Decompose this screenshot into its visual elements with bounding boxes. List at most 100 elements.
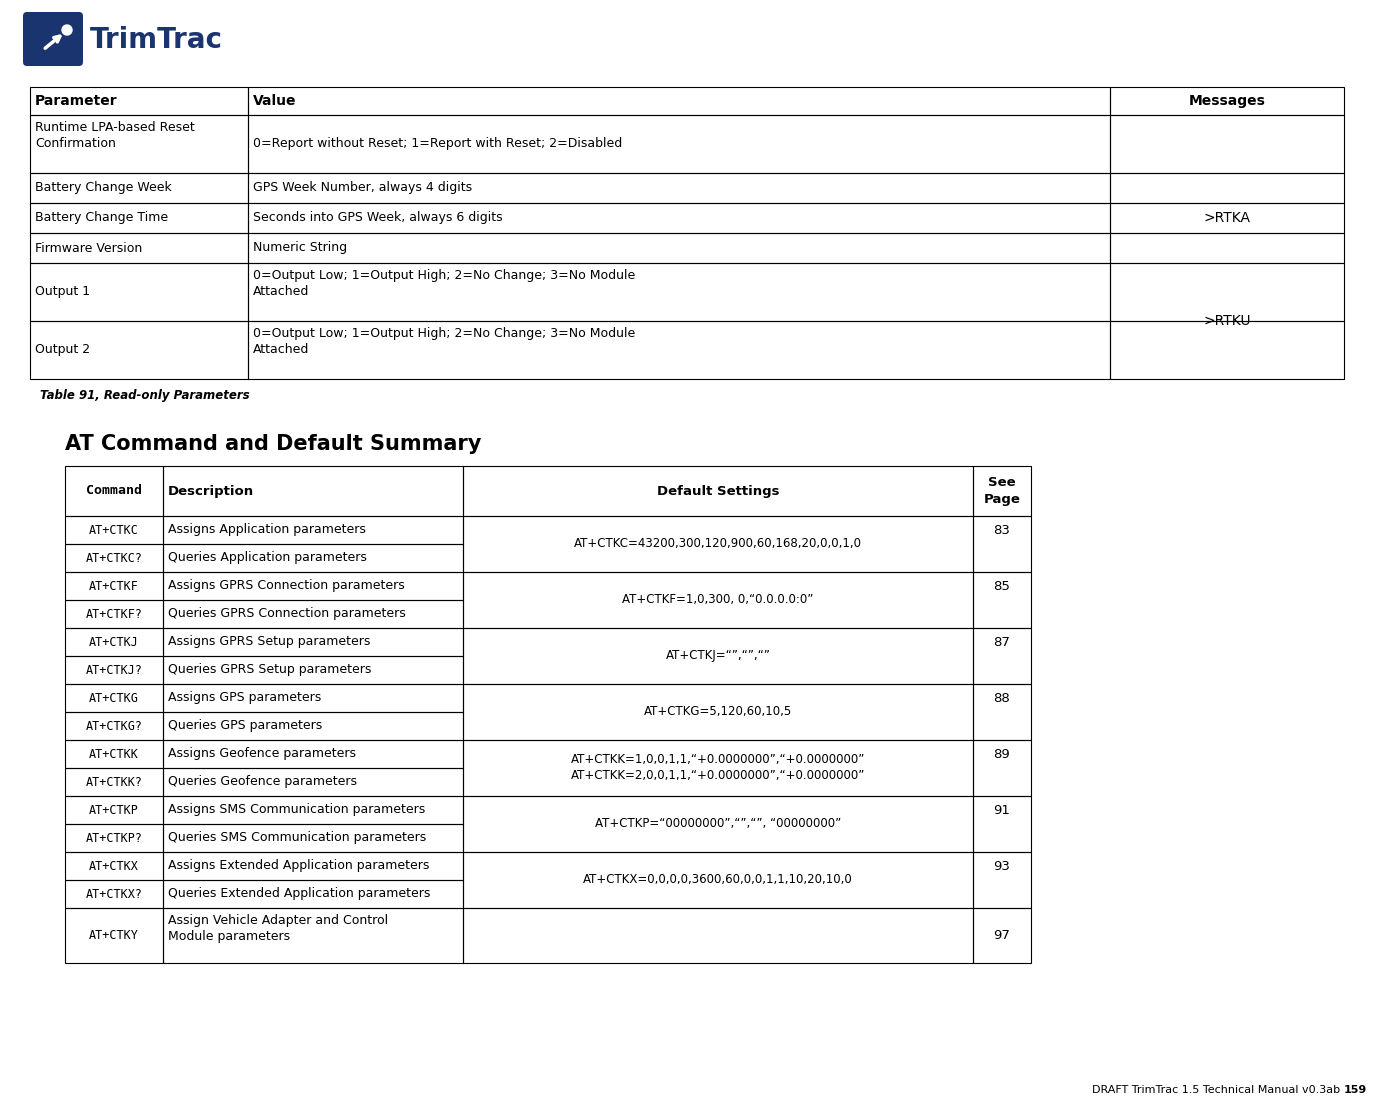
- Bar: [247, 115, 1110, 173]
- Bar: [164, 628, 463, 656]
- Text: AT+CTKK=1,0,0,1,1,“+0.0000000”,“+0.0000000”
AT+CTKK=2,0,0,1,1,“+0.0000000”,“+0.0: AT+CTKK=1,0,0,1,1,“+0.0000000”,“+0.00000…: [570, 754, 866, 782]
- Bar: [247, 321, 1110, 380]
- Text: Queries Application parameters: Queries Application parameters: [168, 552, 367, 564]
- Text: >RTKU: >RTKU: [1204, 314, 1250, 328]
- Text: 88: 88: [993, 691, 1010, 705]
- Bar: [164, 908, 463, 963]
- Bar: [1110, 263, 1344, 321]
- Text: Queries Geofence parameters: Queries Geofence parameters: [168, 776, 357, 788]
- Text: Queries SMS Communication parameters: Queries SMS Communication parameters: [168, 831, 426, 845]
- Text: AT+CTKC=43200,300,120,900,60,168,20,0,0,1,0: AT+CTKC=43200,300,120,900,60,168,20,0,0,…: [574, 538, 861, 551]
- Bar: [247, 203, 1110, 233]
- Text: AT+CTKF=1,0,300, 0,“0.0.0.0:0”: AT+CTKF=1,0,300, 0,“0.0.0.0:0”: [622, 593, 813, 607]
- Bar: [1110, 233, 1344, 263]
- Text: TrimTrac: TrimTrac: [91, 26, 223, 55]
- Bar: [463, 908, 973, 963]
- Text: AT+CTKP?: AT+CTKP?: [85, 831, 143, 845]
- Bar: [463, 466, 973, 516]
- Bar: [65, 712, 164, 740]
- Bar: [164, 796, 463, 824]
- Bar: [973, 516, 1030, 572]
- Bar: [164, 684, 463, 712]
- Text: AT+CTKX=0,0,0,0,3600,60,0,0,1,1,10,20,10,0: AT+CTKX=0,0,0,0,3600,60,0,0,1,1,10,20,10…: [583, 874, 853, 886]
- Text: Seconds into GPS Week, always 6 digits: Seconds into GPS Week, always 6 digits: [253, 211, 503, 225]
- Bar: [463, 851, 973, 908]
- FancyBboxPatch shape: [23, 12, 82, 66]
- Bar: [463, 572, 973, 628]
- Text: AT+CTKX: AT+CTKX: [89, 859, 139, 873]
- Bar: [973, 908, 1030, 963]
- Bar: [164, 712, 463, 740]
- Text: 159: 159: [1344, 1085, 1367, 1095]
- Bar: [164, 880, 463, 908]
- Text: Queries GPRS Connection parameters: Queries GPRS Connection parameters: [168, 608, 405, 621]
- Bar: [973, 796, 1030, 851]
- Circle shape: [62, 24, 71, 35]
- Text: Queries Extended Application parameters: Queries Extended Application parameters: [168, 887, 430, 900]
- Bar: [30, 263, 247, 321]
- Text: AT+CTKJ: AT+CTKJ: [89, 636, 139, 649]
- Text: Runtime LPA-based Reset
Confirmation: Runtime LPA-based Reset Confirmation: [34, 121, 195, 150]
- Bar: [164, 768, 463, 796]
- Bar: [65, 516, 164, 544]
- Bar: [164, 544, 463, 572]
- Text: 0=Report without Reset; 1=Report with Reset; 2=Disabled: 0=Report without Reset; 1=Report with Re…: [253, 138, 622, 150]
- Text: AT+CTKP=“00000000”,“”,“”, “00000000”: AT+CTKP=“00000000”,“”,“”, “00000000”: [595, 818, 841, 830]
- Text: Battery Change Time: Battery Change Time: [34, 211, 168, 225]
- Text: Assigns SMS Communication parameters: Assigns SMS Communication parameters: [168, 804, 425, 817]
- Bar: [973, 740, 1030, 796]
- Text: AT+CTKP: AT+CTKP: [89, 804, 139, 817]
- Bar: [247, 263, 1110, 321]
- Bar: [1110, 173, 1344, 203]
- Text: Assign Vehicle Adapter and Control
Module parameters: Assign Vehicle Adapter and Control Modul…: [168, 914, 387, 943]
- Bar: [65, 600, 164, 628]
- Text: AT+CTKF?: AT+CTKF?: [85, 608, 143, 621]
- Bar: [164, 572, 463, 600]
- Bar: [65, 544, 164, 572]
- Bar: [164, 740, 463, 768]
- Bar: [1110, 203, 1344, 233]
- Text: AT+CTKX?: AT+CTKX?: [85, 887, 143, 900]
- Bar: [30, 321, 247, 380]
- Text: Default Settings: Default Settings: [657, 484, 779, 498]
- Bar: [1110, 87, 1344, 115]
- Bar: [1110, 321, 1344, 380]
- Text: AT+CTKC?: AT+CTKC?: [85, 552, 143, 564]
- Text: AT+CTKG?: AT+CTKG?: [85, 719, 143, 732]
- Text: AT+CTKJ=“”,“”,“”: AT+CTKJ=“”,“”,“”: [665, 650, 771, 662]
- Bar: [463, 516, 973, 572]
- Bar: [973, 628, 1030, 684]
- Text: 85: 85: [993, 580, 1010, 592]
- Bar: [164, 851, 463, 880]
- Bar: [65, 656, 164, 684]
- Text: Firmware Version: Firmware Version: [34, 242, 143, 255]
- Bar: [463, 740, 973, 796]
- Text: AT+CTKG=5,120,60,10,5: AT+CTKG=5,120,60,10,5: [644, 706, 793, 719]
- Text: Output 1: Output 1: [34, 286, 91, 298]
- Text: Queries GPRS Setup parameters: Queries GPRS Setup parameters: [168, 663, 371, 677]
- Bar: [247, 233, 1110, 263]
- Bar: [164, 600, 463, 628]
- Text: Description: Description: [168, 484, 254, 498]
- Bar: [65, 740, 164, 768]
- Bar: [164, 466, 463, 516]
- Text: Parameter: Parameter: [34, 93, 118, 108]
- Bar: [973, 466, 1030, 516]
- Bar: [973, 851, 1030, 908]
- Text: Assigns Application parameters: Assigns Application parameters: [168, 523, 365, 536]
- Text: DRAFT TrimTrac 1.5 Technical Manual v0.3ab: DRAFT TrimTrac 1.5 Technical Manual v0.3…: [1092, 1085, 1344, 1095]
- Text: AT+CTKK?: AT+CTKK?: [85, 776, 143, 788]
- Text: AT+CTKJ?: AT+CTKJ?: [85, 663, 143, 677]
- Text: 93: 93: [993, 859, 1010, 873]
- Text: Assigns GPRS Connection parameters: Assigns GPRS Connection parameters: [168, 580, 405, 592]
- Bar: [30, 115, 247, 173]
- Bar: [65, 684, 164, 712]
- Bar: [1110, 115, 1344, 173]
- Text: 91: 91: [993, 804, 1010, 817]
- Text: Assigns GPRS Setup parameters: Assigns GPRS Setup parameters: [168, 636, 371, 649]
- Text: GPS Week Number, always 4 digits: GPS Week Number, always 4 digits: [253, 181, 473, 195]
- Bar: [247, 173, 1110, 203]
- Bar: [65, 466, 164, 516]
- Text: AT+CTKK: AT+CTKK: [89, 748, 139, 760]
- Bar: [65, 880, 164, 908]
